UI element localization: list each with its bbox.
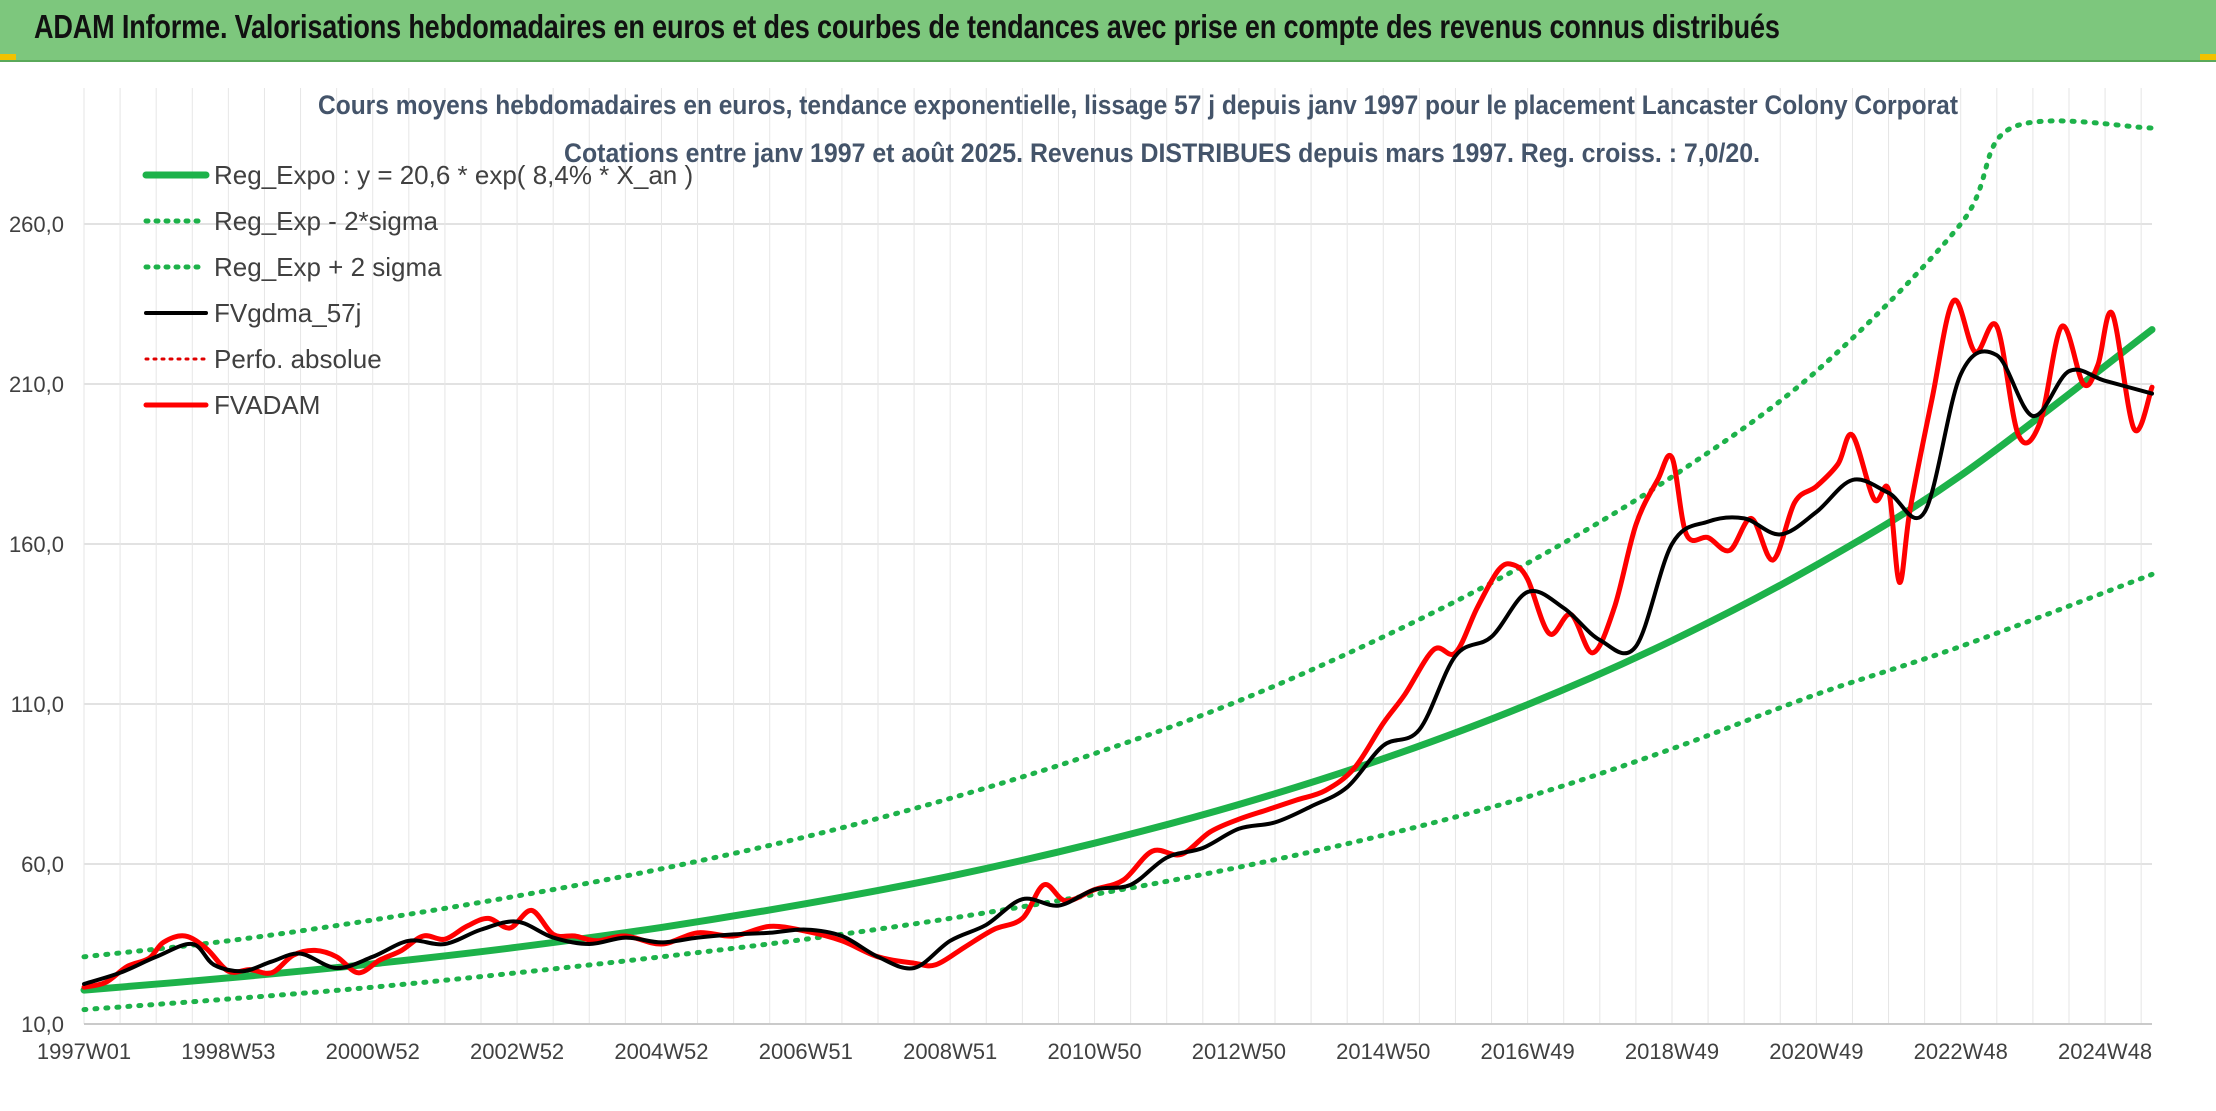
- x-tick-label: 2002W52: [470, 1039, 564, 1064]
- legend-label: Perfo. absolue: [214, 344, 382, 374]
- y-tick-label: 160,0: [9, 532, 64, 557]
- x-tick-label: 1998W53: [181, 1039, 275, 1064]
- corner-marker-right: [2200, 54, 2216, 60]
- x-axis-ticks: 1997W01 1998W53 2000W52 2002W52 2004W52 2006W…: [37, 1039, 2152, 1064]
- y-tick-label: 60,0: [21, 852, 64, 877]
- y-tick-label: 10,0: [21, 1012, 64, 1037]
- chart-subtitle: Cotations entre janv 1997 et août 2025. …: [564, 138, 1760, 168]
- reg-plus-sigma-line: [81, 118, 2155, 960]
- trend-chart: 10,0 60,0 110,0 160,0 210,0 260,0 1997W01 1998…: [9, 88, 2156, 1064]
- chart-area: 10,0 60,0 110,0 160,0 210,0 260,0 1997W01 1998…: [0, 62, 2216, 1106]
- chart-series: [80, 118, 2156, 1013]
- x-tick-label: 2014W50: [1336, 1039, 1430, 1064]
- legend-label: Reg_Exp - 2*sigma: [214, 206, 439, 236]
- report-header: ADAM Informe. Valorisations hebdomadaire…: [0, 0, 2216, 62]
- fvgdma-line: [82, 349, 2154, 986]
- fvadam-line: [81, 297, 2155, 990]
- x-tick-label: 2010W50: [1047, 1039, 1141, 1064]
- chart-legend: Reg_Expo : y = 20,6 * exp( 8,4% * X_an )…: [142, 160, 693, 420]
- x-tick-label: 2018W49: [1625, 1039, 1719, 1064]
- y-tick-label: 260,0: [9, 212, 64, 237]
- y-tick-label: 110,0: [11, 692, 64, 717]
- legend-label: Reg_Exp + 2 sigma: [214, 252, 442, 282]
- chart-title: Cours moyens hebdomadaires en euros, ten…: [318, 90, 1958, 120]
- y-tick-label: 210,0: [9, 372, 64, 397]
- corner-marker-left: [0, 54, 16, 60]
- x-tick-label: 2006W51: [759, 1039, 853, 1064]
- reg-expo-line: [80, 326, 2156, 994]
- x-tick-label: 2022W48: [1914, 1039, 2008, 1064]
- legend-label: FVADAM: [214, 390, 320, 420]
- legend-label: Reg_Expo : y = 20,6 * exp( 8,4% * X_an ): [214, 160, 693, 190]
- x-tick-label: 2004W52: [614, 1039, 708, 1064]
- x-tick-label: 2008W51: [903, 1039, 997, 1064]
- report-title: ADAM Informe. Valorisations hebdomadaire…: [34, 8, 1780, 45]
- x-tick-label: 2000W52: [326, 1039, 420, 1064]
- x-tick-label: 2020W49: [1769, 1039, 1863, 1064]
- x-tick-label: 2012W50: [1192, 1039, 1286, 1064]
- x-tick-label: 2016W49: [1481, 1039, 1575, 1064]
- x-tick-label: 2024W48: [2058, 1039, 2152, 1064]
- legend-label: FVgdma_57j: [214, 298, 361, 328]
- x-tick-label: 1997W01: [37, 1039, 131, 1064]
- y-axis-ticks: 10,0 60,0 110,0 160,0 210,0 260,0: [9, 212, 64, 1037]
- reg-minus-sigma-line: [81, 571, 2155, 1013]
